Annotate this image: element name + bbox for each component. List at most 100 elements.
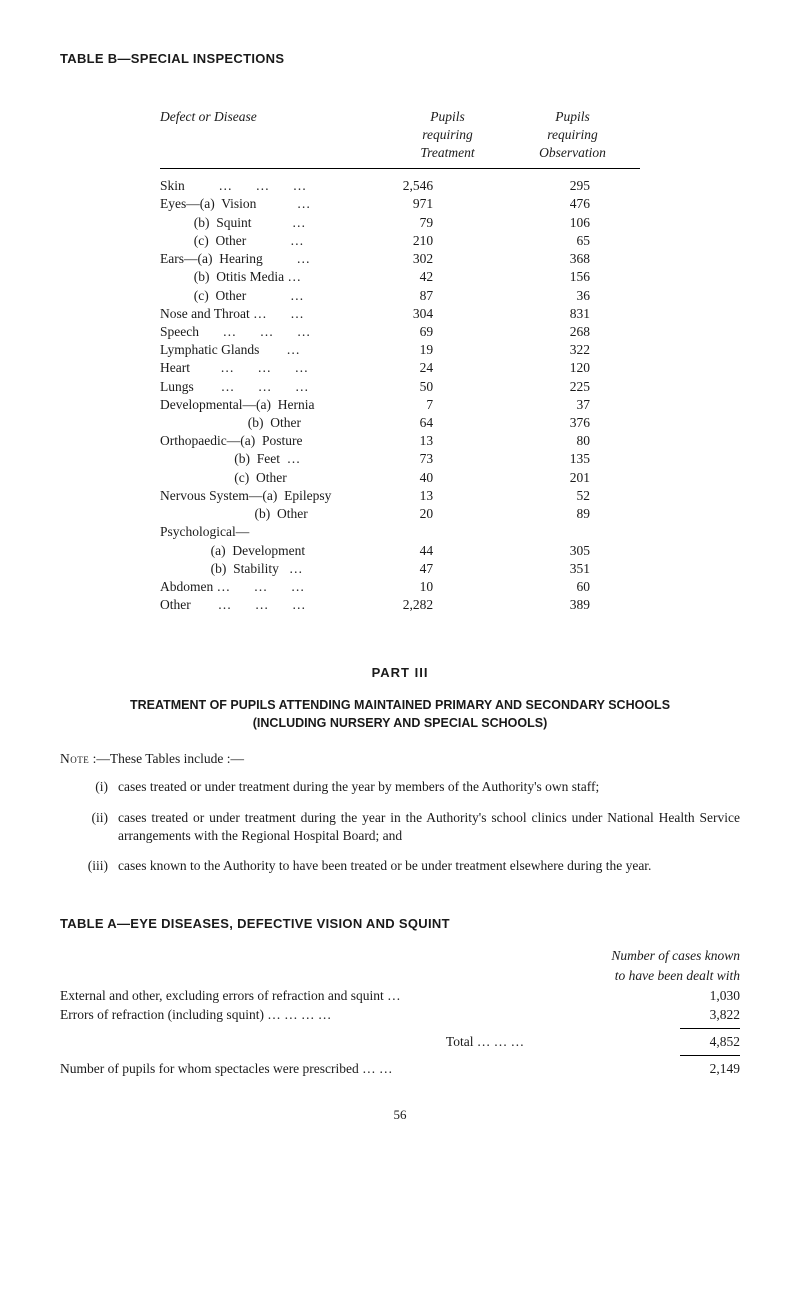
note-line: Note :—These Tables include :— [60, 750, 740, 768]
observation-value: 60 [483, 578, 640, 596]
defect-label: (b) Squint … [160, 214, 342, 232]
table-row: Ears—(a) Hearing …302368 [160, 250, 640, 268]
defect-label: Nose and Throat … … [160, 305, 342, 323]
treatment-value: 2,282 [342, 596, 483, 614]
treatment-value [342, 523, 483, 541]
note-items: (i)cases treated or under treatment duri… [60, 778, 740, 875]
observation-value: 476 [483, 195, 640, 213]
table-row: (c) Other40201 [160, 469, 640, 487]
table-row: (b) Other64376 [160, 414, 640, 432]
c2l2: requiring [422, 127, 473, 142]
treatment-value: 64 [342, 414, 483, 432]
table-row: Skin … … …2,546295 [160, 177, 640, 195]
treatment-value: 20 [342, 505, 483, 523]
observation-value: 37 [483, 396, 640, 414]
defect-label: (b) Otitis Media … [160, 268, 342, 286]
observation-value: 80 [483, 432, 640, 450]
table-a-rows: External and other, excluding errors of … [60, 987, 740, 1023]
row-label: External and other, excluding errors of … [60, 987, 650, 1005]
note-text: cases treated or under treatment during … [118, 809, 740, 845]
table-a-row: External and other, excluding errors of … [60, 987, 740, 1005]
observation-value: 376 [483, 414, 640, 432]
treatment-value: 42 [342, 268, 483, 286]
note-marker: (i) [60, 778, 118, 796]
treatment-value: 40 [342, 469, 483, 487]
treatment-heading: TREATMENT OF PUPILS ATTENDING MAINTAINED… [60, 696, 740, 732]
observation-value: 52 [483, 487, 640, 505]
defect-label: Heart … … … [160, 359, 342, 377]
note-marker: (ii) [60, 809, 118, 845]
observation-value: 225 [483, 378, 640, 396]
treatment-value: 302 [342, 250, 483, 268]
table-row: Eyes—(a) Vision …971476 [160, 195, 640, 213]
observation-value: 322 [483, 341, 640, 359]
observation-value: 106 [483, 214, 640, 232]
row-label: Errors of refraction (including squint) … [60, 1006, 650, 1024]
table-row: Orthopaedic—(a) Posture1380 [160, 432, 640, 450]
c2l3: Treatment [420, 145, 474, 160]
table-row: (b) Otitis Media …42156 [160, 268, 640, 286]
table-a-row: Errors of refraction (including squint) … [60, 1006, 740, 1024]
treatment-value: 79 [342, 214, 483, 232]
defect-label: Lungs … … … [160, 378, 342, 396]
note-label: Note [60, 751, 89, 766]
table-row: (b) Squint …79106 [160, 214, 640, 232]
part-iii-heading: PART III [60, 664, 740, 682]
col-treatment: Pupils requiring Treatment [390, 108, 505, 163]
treatment-value: 44 [342, 542, 483, 560]
row-value: 3,822 [650, 1006, 740, 1024]
treatment-value: 13 [342, 432, 483, 450]
defect-label: Eyes—(a) Vision … [160, 195, 342, 213]
table-row: (c) Other …21065 [160, 232, 640, 250]
table-row: (c) Other …8736 [160, 287, 640, 305]
defect-label: Other … … … [160, 596, 342, 614]
table-a-title: TABLE A—EYE DISEASES, DEFECTIVE VISION A… [60, 915, 740, 933]
table-row: (b) Feet …73135 [160, 450, 640, 468]
treatment-heading-l1: TREATMENT OF PUPILS ATTENDING MAINTAINED… [130, 698, 670, 712]
table-a-head-r2: to have been dealt with [60, 967, 740, 985]
c2l1: Pupils [430, 109, 465, 124]
defect-label: Lymphatic Glands … [160, 341, 342, 359]
treatment-value: 210 [342, 232, 483, 250]
observation-value: 268 [483, 323, 640, 341]
defect-label: Orthopaedic—(a) Posture [160, 432, 342, 450]
treatment-value: 50 [342, 378, 483, 396]
observation-value: 156 [483, 268, 640, 286]
observation-value: 135 [483, 450, 640, 468]
table-b-body: Skin … … …2,546295Eyes—(a) Vision …97147… [160, 177, 640, 614]
treatment-value: 13 [342, 487, 483, 505]
table-row: (b) Other2089 [160, 505, 640, 523]
table-row: (b) Stability …47351 [160, 560, 640, 578]
treatment-value: 69 [342, 323, 483, 341]
table-row: Nose and Throat … …304831 [160, 305, 640, 323]
observation-value: 831 [483, 305, 640, 323]
defect-label: Psychological— [160, 523, 342, 541]
defect-label: (a) Development [160, 542, 342, 560]
rule-2 [680, 1055, 740, 1056]
observation-value: 201 [483, 469, 640, 487]
treatment-value: 2,546 [342, 177, 483, 195]
table-row: Other … … …2,282389 [160, 596, 640, 614]
observation-value: 351 [483, 560, 640, 578]
treatment-value: 7 [342, 396, 483, 414]
note-text: cases treated or under treatment during … [118, 778, 740, 796]
table-row: Heart … … …24120 [160, 359, 640, 377]
observation-value: 36 [483, 287, 640, 305]
prescribed-label: Number of pupils for whom spectacles wer… [60, 1060, 650, 1078]
treatment-value: 19 [342, 341, 483, 359]
c3l3: Observation [539, 145, 606, 160]
table-row: Lungs … … …50225 [160, 378, 640, 396]
treatment-value: 87 [342, 287, 483, 305]
note-text: cases known to the Authority to have bee… [118, 857, 740, 875]
col-observation: Pupils requiring Observation [505, 108, 640, 163]
c3l1: Pupils [555, 109, 590, 124]
treatment-value: 10 [342, 578, 483, 596]
table-row: Psychological— [160, 523, 640, 541]
note-item: (iii)cases known to the Authority to hav… [60, 857, 740, 875]
table-row: Speech … … …69268 [160, 323, 640, 341]
defect-label: (b) Other [160, 414, 342, 432]
table-a-head-r1: Number of cases known [60, 947, 740, 965]
defect-label: (c) Other … [160, 287, 342, 305]
table-row: (a) Development44305 [160, 542, 640, 560]
defect-label: Developmental—(a) Hernia [160, 396, 342, 414]
